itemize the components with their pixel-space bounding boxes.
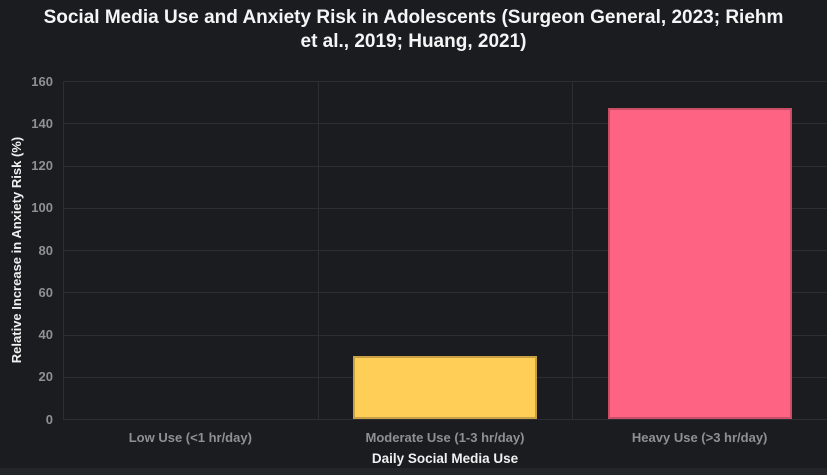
chart-title: Social Media Use and Anxiety Risk in Ado…	[0, 6, 827, 54]
y-gridline-120	[63, 165, 827, 167]
x-gridline	[572, 81, 574, 419]
y-gridline-100	[63, 207, 827, 209]
y-gridline-40	[63, 334, 827, 336]
x-gridline	[317, 81, 319, 419]
bar-2[interactable]	[607, 108, 792, 419]
y-gridline-140	[63, 123, 827, 125]
y-gridline-80	[63, 250, 827, 251]
x-category-label-2: Heavy Use (>3 hr/day)	[631, 430, 768, 445]
x-category-label-0: Low Use (<1 hr/day)	[128, 430, 252, 445]
bar-1[interactable]	[353, 355, 537, 419]
y-axis-title: Relative Increase in Anxiety Risk (%)	[9, 136, 24, 364]
y-tick-label: 80	[38, 242, 53, 258]
chart-title-line-1: Social Media Use and Anxiety Risk in Ado…	[43, 7, 784, 28]
y-tick-label: 100	[31, 200, 53, 216]
y-tick-label: 0	[45, 411, 53, 427]
y-tick-label: 20	[38, 369, 53, 385]
x-category-label-1: Moderate Use (1-3 hr/day)	[365, 430, 525, 445]
x-gridline	[63, 81, 64, 419]
y-tick-label: 140	[31, 115, 53, 131]
y-tick-label: 120	[31, 158, 53, 173]
y-tick-label: 60	[38, 284, 53, 300]
y-tick-label: 160	[31, 73, 53, 89]
y-gridline-0	[63, 419, 827, 420]
x-axis-title: Daily Social Media Use	[371, 451, 519, 466]
chart-title-line-2: et al., 2019; Huang, 2021)	[300, 31, 527, 52]
y-gridline-160	[63, 81, 827, 82]
y-gridline-60	[63, 292, 827, 294]
y-tick-label: 40	[38, 327, 53, 342]
